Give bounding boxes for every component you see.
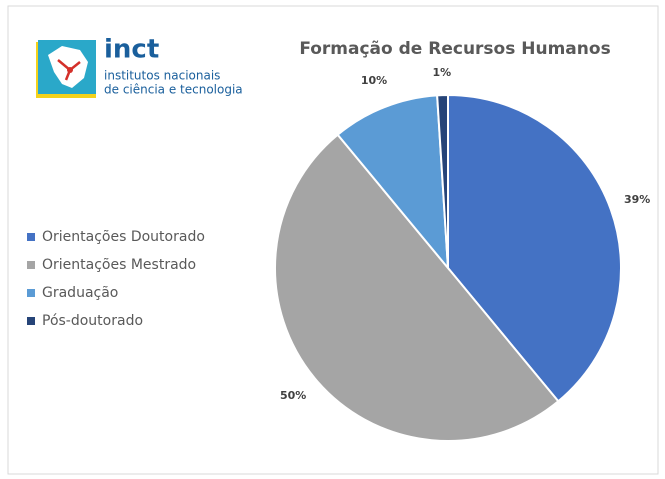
logo-line: de ciência e tecnologia [104,83,243,97]
legend-label: Pós-doutorado [42,313,143,329]
pie-slice [447,93,622,403]
pie-slice [436,93,449,269]
legend-label: Graduação [42,285,118,301]
logo-name: inct [104,35,159,65]
logo-icon [36,40,96,98]
legend-swatch [27,317,35,325]
legend-swatch [27,261,35,269]
legend-label: Orientações Doutorado [42,229,205,245]
chart-title: Formação de Recursos Humanos [299,39,610,59]
legend-swatch [27,289,35,297]
data-label: 39% [624,193,650,206]
logo-line: institutos nacionais [104,69,220,83]
data-label: 1% [433,66,452,79]
data-label: 50% [280,389,306,402]
legend-label: Orientações Mestrado [42,257,196,273]
data-label: 10% [361,74,387,87]
pie-slice [273,133,560,443]
pie-slice [336,94,450,272]
legend-swatch [27,233,35,241]
